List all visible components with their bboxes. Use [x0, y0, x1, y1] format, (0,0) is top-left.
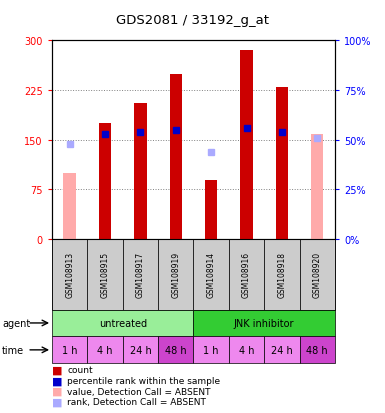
Text: GSM108916: GSM108916	[242, 252, 251, 298]
Bar	[276, 88, 288, 240]
Bar	[64, 173, 76, 240]
Text: 48 h: 48 h	[165, 345, 187, 355]
Text: GSM108918: GSM108918	[277, 252, 286, 298]
Text: ■: ■	[52, 397, 62, 407]
Text: GSM108915: GSM108915	[100, 252, 110, 298]
Bar	[123, 240, 158, 310]
Bar	[193, 337, 229, 363]
Text: 4 h: 4 h	[97, 345, 113, 355]
Text: ■: ■	[52, 386, 62, 396]
Text: rank, Detection Call = ABSENT: rank, Detection Call = ABSENT	[67, 397, 206, 406]
Text: ■: ■	[52, 375, 62, 385]
Text: GSM108919: GSM108919	[171, 252, 180, 298]
Text: agent: agent	[2, 318, 30, 328]
Text: time: time	[2, 345, 24, 355]
Bar	[240, 51, 253, 240]
Bar	[311, 135, 323, 240]
Bar	[158, 337, 193, 363]
Bar	[158, 240, 193, 310]
Text: value, Detection Call = ABSENT: value, Detection Call = ABSENT	[67, 387, 211, 396]
Bar	[300, 240, 335, 310]
Text: percentile rank within the sample: percentile rank within the sample	[67, 376, 221, 385]
Text: 24 h: 24 h	[271, 345, 293, 355]
Text: GSM108914: GSM108914	[207, 252, 216, 298]
Bar	[264, 337, 300, 363]
Text: 4 h: 4 h	[239, 345, 254, 355]
Bar	[52, 240, 87, 310]
Bar	[52, 310, 193, 337]
Bar	[87, 337, 123, 363]
Bar	[193, 310, 335, 337]
Text: 24 h: 24 h	[129, 345, 151, 355]
Text: ■: ■	[52, 365, 62, 375]
Bar	[134, 104, 147, 240]
Bar	[169, 74, 182, 240]
Text: 1 h: 1 h	[203, 345, 219, 355]
Bar	[87, 240, 123, 310]
Bar	[99, 124, 111, 240]
Bar	[52, 337, 87, 363]
Text: GDS2081 / 33192_g_at: GDS2081 / 33192_g_at	[116, 14, 269, 27]
Text: GSM108917: GSM108917	[136, 252, 145, 298]
Bar	[205, 180, 218, 240]
Bar	[300, 337, 335, 363]
Bar	[264, 240, 300, 310]
Text: 48 h: 48 h	[306, 345, 328, 355]
Text: untreated: untreated	[99, 318, 147, 328]
Text: count: count	[67, 365, 93, 374]
Bar	[229, 240, 264, 310]
Text: 1 h: 1 h	[62, 345, 77, 355]
Bar	[229, 337, 264, 363]
Bar	[123, 337, 158, 363]
Text: GSM108920: GSM108920	[313, 252, 322, 298]
Bar	[193, 240, 229, 310]
Text: JNK inhibitor: JNK inhibitor	[234, 318, 295, 328]
Text: GSM108913: GSM108913	[65, 252, 74, 298]
